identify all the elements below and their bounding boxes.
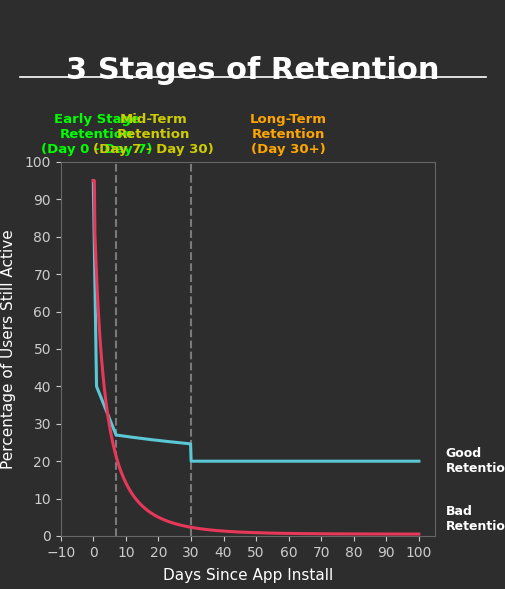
- Text: Good
Retention: Good Retention: [445, 447, 505, 475]
- Text: Mid-Term
Retention
(Day 7 - Day 30): Mid-Term Retention (Day 7 - Day 30): [93, 113, 214, 156]
- Text: 3 Stages of Retention: 3 Stages of Retention: [66, 56, 439, 85]
- Y-axis label: Percentage of Users Still Active: Percentage of Users Still Active: [2, 229, 16, 469]
- Text: Bad
Retention: Bad Retention: [445, 505, 505, 533]
- Text: Early Stage
Retention
(Day 0 - Day 7): Early Stage Retention (Day 0 - Day 7): [41, 113, 152, 156]
- X-axis label: Days Since App Install: Days Since App Install: [163, 568, 332, 583]
- Text: Long-Term
Retention
(Day 30+): Long-Term Retention (Day 30+): [249, 113, 327, 156]
